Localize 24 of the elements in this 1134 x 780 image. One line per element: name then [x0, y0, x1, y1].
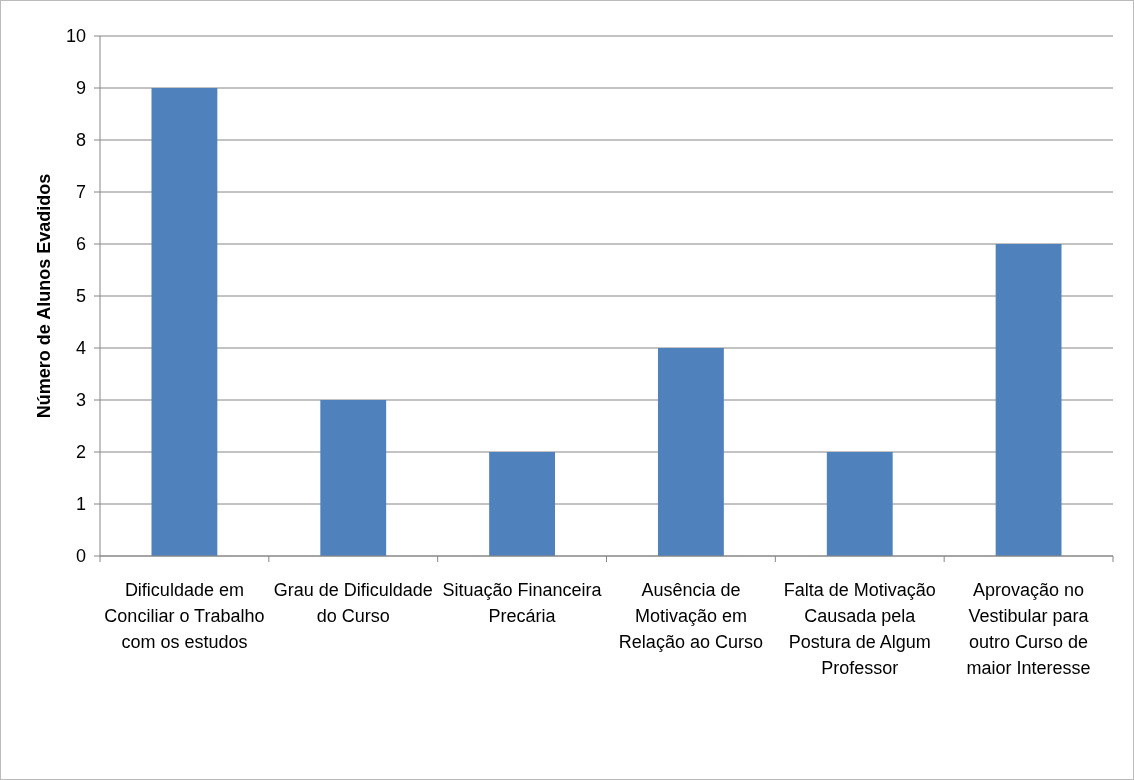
x-tick-label: Falta de Motivação Causada pela Postura de Algum Professor: [783, 580, 936, 678]
bar: [320, 400, 387, 556]
y-tick-label: 2: [75, 442, 86, 463]
bar: [995, 244, 1062, 556]
x-tick-label: Dificuldade em Conciliar o Trabalho com os estudos: [104, 580, 265, 652]
x-tick-label: Ausência de Motivação em Relação ao Curso: [618, 580, 763, 652]
y-tick-label: 9: [75, 78, 86, 99]
y-tick-label: 6: [75, 234, 86, 255]
y-tick-label: 0: [75, 546, 86, 567]
bar: [489, 452, 556, 556]
y-tick-label: 5: [75, 286, 86, 307]
x-tick-label: Situação Financeira Precária: [442, 580, 603, 626]
bar: [151, 88, 218, 556]
y-tick-label: 7: [75, 182, 86, 203]
y-tick-label: 8: [75, 130, 86, 151]
y-tick-label: 4: [75, 338, 86, 359]
y-tick-label: 10: [65, 26, 86, 47]
y-tick-label: 1: [75, 494, 86, 515]
bar: [657, 348, 724, 556]
y-tick-label: 3: [75, 390, 86, 411]
y-axis-title: Número de Alunos Evadidos: [34, 173, 54, 419]
bar: [826, 452, 893, 556]
x-tick-label: Grau de Dificuldade do Curso: [273, 580, 433, 626]
x-tick-label: Aprovação no Vestibular para outro Curso de maior Interesse: [966, 580, 1091, 678]
